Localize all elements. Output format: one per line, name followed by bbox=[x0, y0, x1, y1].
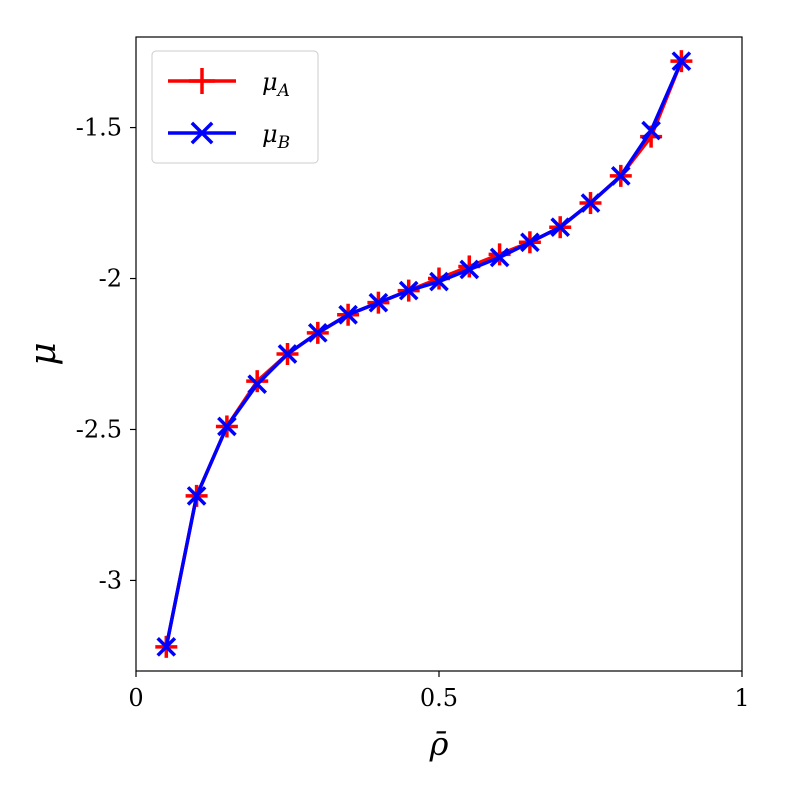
y-axis-label: μ bbox=[23, 342, 64, 365]
marker-x bbox=[277, 344, 298, 364]
marker-x bbox=[610, 166, 631, 186]
data-point-B bbox=[459, 259, 480, 280]
marker-x bbox=[641, 120, 661, 141]
data-point-B bbox=[156, 637, 177, 657]
data-point-B bbox=[550, 217, 571, 238]
marker-x bbox=[307, 323, 328, 343]
legend-label: μB bbox=[262, 120, 290, 153]
y-tick-label: -2 bbox=[99, 265, 122, 293]
series-B bbox=[156, 51, 692, 657]
x-axis-label: ρ̄ bbox=[429, 725, 449, 763]
plot-area bbox=[155, 50, 693, 658]
marker-x bbox=[217, 416, 237, 437]
data-point-A bbox=[246, 370, 269, 393]
marker-x bbox=[580, 193, 601, 213]
marker-x bbox=[247, 374, 268, 395]
data-point-B bbox=[247, 374, 268, 395]
marker-x bbox=[671, 51, 692, 71]
data-point-B bbox=[186, 486, 207, 506]
marker-x bbox=[186, 486, 207, 506]
x-tick-label: 0 bbox=[128, 684, 143, 712]
y-tick-label: -3 bbox=[99, 566, 122, 594]
data-point-B bbox=[429, 271, 449, 292]
marker-x bbox=[459, 259, 480, 280]
legend-marker bbox=[190, 121, 214, 145]
marker-x bbox=[398, 280, 419, 301]
data-point-B bbox=[489, 247, 510, 268]
axes: 0 0.5 1 -3 -2.5 -2 -1.5 bbox=[76, 114, 750, 712]
data-point-B bbox=[307, 323, 328, 343]
legend-box bbox=[151, 50, 319, 164]
x-tick-label: 0.5 bbox=[420, 684, 458, 712]
data-point-B bbox=[520, 232, 540, 253]
marker-x bbox=[368, 292, 389, 313]
data-point-B bbox=[641, 120, 661, 141]
y-tick-label: -1.5 bbox=[76, 114, 122, 142]
data-point-B bbox=[368, 292, 389, 313]
legend-item-B: μB bbox=[168, 120, 290, 153]
data-point-B bbox=[610, 166, 631, 186]
legend-label: μA bbox=[262, 68, 290, 101]
legend: μA μB bbox=[151, 50, 319, 164]
y-tick-label: -2.5 bbox=[76, 415, 122, 443]
marker-x bbox=[429, 271, 449, 292]
legend-item-A: μA bbox=[168, 68, 290, 101]
data-point-B bbox=[217, 416, 237, 437]
marker-x bbox=[156, 637, 177, 657]
marker-x bbox=[520, 232, 540, 253]
data-point-B bbox=[277, 344, 298, 364]
x-tick-label: 1 bbox=[734, 684, 749, 712]
marker-x bbox=[550, 217, 571, 238]
data-point-B bbox=[338, 304, 358, 325]
marker-x bbox=[489, 247, 510, 268]
data-point-B bbox=[671, 51, 692, 71]
data-point-B bbox=[398, 280, 419, 301]
data-point-B bbox=[580, 193, 601, 213]
marker-x bbox=[338, 304, 358, 325]
